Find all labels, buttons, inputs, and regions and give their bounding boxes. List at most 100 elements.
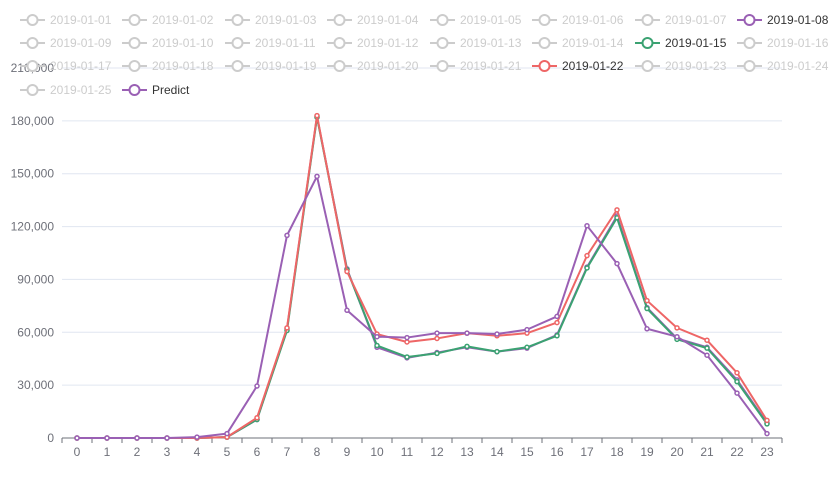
x-tick-label: 21 (700, 445, 714, 459)
data-point (284, 325, 290, 331)
data-point (644, 305, 650, 312)
legend-marker-icon (128, 60, 141, 72)
x-tick-label: 1 (104, 445, 111, 459)
series-lines (74, 112, 770, 441)
series-2019-01-08 (74, 113, 770, 441)
legend-item[interactable]: 2019-01-11 (225, 36, 316, 50)
legend-item[interactable]: 2019-01-08 (737, 13, 829, 27)
legend-item[interactable]: 2019-01-13 (430, 36, 522, 50)
legend-marker-icon (231, 14, 244, 26)
x-tick-label: 9 (344, 445, 351, 459)
y-tick-label: 90,000 (17, 272, 54, 286)
data-point (254, 383, 260, 389)
legend-item[interactable]: 2019-01-24 (737, 59, 829, 73)
data-point (74, 435, 80, 441)
legend-marker-icon (333, 60, 346, 72)
series-2019-01-22 (74, 112, 770, 441)
legend-label: 2019-01-19 (255, 59, 317, 73)
data-point (584, 252, 590, 259)
legend-marker-icon (26, 37, 39, 49)
x-tick-label: 5 (224, 445, 231, 459)
series-line (77, 115, 768, 439)
data-point (614, 260, 620, 267)
data-point (374, 333, 380, 340)
y-tick-label: 180,000 (11, 114, 55, 128)
x-tick-label: 17 (580, 445, 594, 459)
legend-item[interactable]: 2019-01-12 (327, 36, 419, 50)
legend-item[interactable]: 2019-01-19 (225, 59, 317, 73)
legend-item[interactable]: 2019-01-18 (122, 59, 214, 73)
legend-label: 2019-01-10 (152, 36, 214, 50)
legend-marker-icon (436, 14, 449, 26)
legend-label: Predict (152, 83, 190, 97)
legend-marker-icon (128, 14, 141, 26)
legend-item[interactable]: 2019-01-23 (635, 59, 727, 73)
legend-marker-icon (743, 37, 756, 49)
x-tick-label: 18 (610, 445, 624, 459)
data-point (104, 435, 110, 441)
data-point (704, 337, 710, 343)
legend-label: 2019-01-22 (562, 59, 624, 73)
legend-item[interactable]: Predict (122, 83, 190, 97)
legend-label: 2019-01-03 (255, 13, 317, 27)
data-point (554, 333, 560, 339)
legend-label: 2019-01-20 (357, 59, 419, 73)
data-point (374, 342, 380, 349)
legend-item[interactable]: 2019-01-14 (532, 36, 624, 50)
legend[interactable]: 2019-01-01 2019-01-02 2019-01-03 2019-01-04… (20, 13, 829, 97)
legend-item[interactable]: 2019-01-09 (20, 36, 112, 50)
legend-marker-icon (743, 14, 756, 26)
data-point (344, 307, 350, 314)
legend-item[interactable]: 2019-01-02 (122, 13, 214, 27)
legend-item[interactable]: 2019-01-25 (20, 83, 112, 97)
legend-marker-icon (128, 84, 141, 96)
y-tick-label: 120,000 (11, 220, 55, 234)
series-line (77, 116, 768, 439)
data-point (434, 350, 440, 357)
data-point (584, 265, 590, 271)
legend-label: 2019-01-13 (460, 36, 522, 50)
y-tick-label: 30,000 (17, 378, 54, 392)
legend-item[interactable]: 2019-01-07 (635, 13, 727, 27)
legend-marker-icon (538, 60, 551, 72)
data-point (314, 173, 320, 180)
x-tick-label: 8 (314, 445, 321, 459)
legend-marker-icon (436, 37, 449, 49)
x-tick-label: 15 (520, 445, 534, 459)
legend-item[interactable]: 2019-01-16 (737, 36, 829, 50)
legend-label: 2019-01-14 (562, 36, 624, 50)
legend-label: 2019-01-15 (665, 36, 727, 50)
x-tick-label: 19 (640, 445, 654, 459)
legend-item[interactable]: 2019-01-21 (430, 59, 522, 73)
y-tick-label: 0 (47, 431, 54, 445)
legend-item[interactable]: 2019-01-15 (635, 36, 727, 50)
data-point (344, 268, 350, 275)
data-point (404, 354, 410, 360)
legend-label: 2019-01-23 (665, 59, 727, 73)
legend-item[interactable]: 2019-01-17 (20, 59, 112, 73)
legend-item[interactable]: 2019-01-03 (225, 13, 317, 27)
x-tick-label: 0 (74, 445, 81, 459)
legend-marker-icon (333, 37, 346, 49)
legend-item[interactable]: 2019-01-04 (327, 13, 419, 27)
legend-item[interactable]: 2019-01-01 (20, 13, 112, 27)
x-tick-label: 6 (254, 445, 261, 459)
legend-item[interactable]: 2019-01-06 (532, 13, 624, 27)
legend-label: 2019-01-24 (767, 59, 829, 73)
data-point (254, 414, 260, 421)
legend-item[interactable]: 2019-01-10 (122, 36, 214, 50)
legend-label: 2019-01-11 (255, 36, 316, 50)
data-point (464, 343, 470, 350)
x-tick-label: 3 (164, 445, 171, 459)
legend-item[interactable]: 2019-01-05 (430, 13, 522, 27)
legend-item[interactable]: 2019-01-20 (327, 59, 419, 73)
legend-item[interactable]: 2019-01-22 (532, 59, 624, 73)
legend-marker-icon (641, 60, 654, 72)
legend-marker-icon (128, 37, 141, 49)
legend-marker-icon (333, 14, 346, 26)
data-point (524, 344, 530, 351)
legend-label: 2019-01-02 (152, 13, 214, 27)
data-point (194, 434, 200, 440)
data-point (494, 331, 500, 337)
legend-label: 2019-01-06 (562, 13, 624, 27)
